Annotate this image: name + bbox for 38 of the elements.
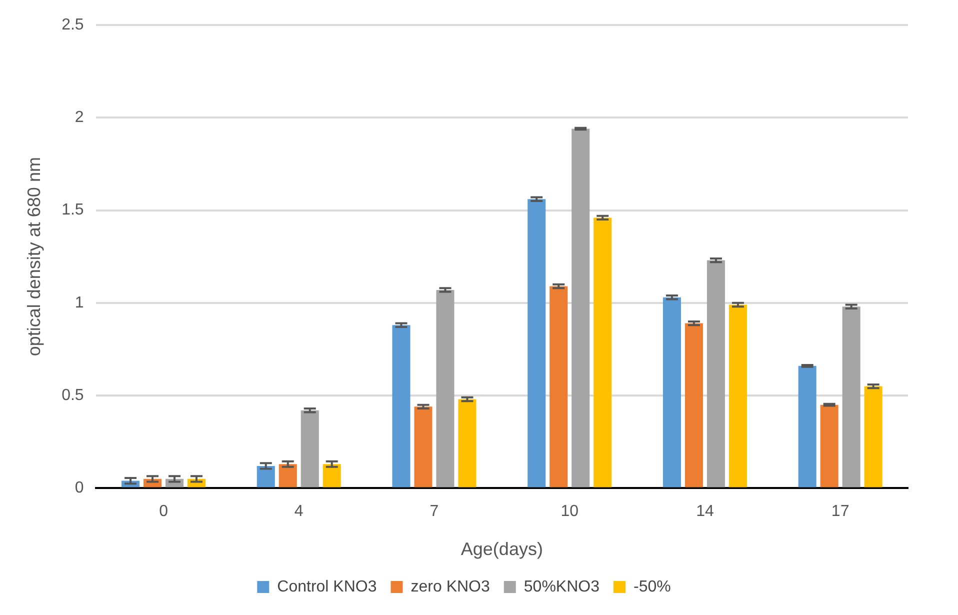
x-tick-label: 14 [696,503,714,520]
x-tick-label: 10 [560,503,579,520]
y-axis-title: optical density at 680 nm [24,157,44,356]
bar [550,286,568,488]
bar [278,464,297,488]
bar [684,323,703,488]
legend-label: Control KNO3 [277,578,377,596]
x-tick-label: 17 [831,503,850,520]
x-tick-label: 0 [159,503,168,520]
y-tick-label: 0 [74,480,84,497]
bar [528,199,546,488]
bar [820,404,838,488]
bar [392,325,410,488]
bar [728,304,747,488]
bar [256,466,275,488]
bar [300,410,319,488]
bar [572,128,590,488]
y-tick-label: 1 [74,294,84,312]
x-tick-label: 4 [294,503,304,520]
bar [458,399,476,488]
y-tick-label: 2 [74,109,84,126]
y-tick-label: 1.5 [62,202,84,219]
legend-label: -50% [633,578,671,596]
legend-label: 50%KNO3 [524,578,600,596]
bar [414,406,432,488]
bar [842,306,860,488]
bar [706,260,725,488]
y-tick-label: 0.5 [62,386,84,404]
bar [798,366,816,488]
x-tick-label: 7 [430,503,439,520]
legend-label: zero KNO3 [410,578,490,596]
bar [436,290,454,488]
bar [594,218,612,488]
bar [864,386,882,488]
bar [322,464,341,488]
bar [662,297,681,488]
y-tick-label: 2.5 [62,16,84,34]
x-axis-title: Age(days) [460,539,543,560]
